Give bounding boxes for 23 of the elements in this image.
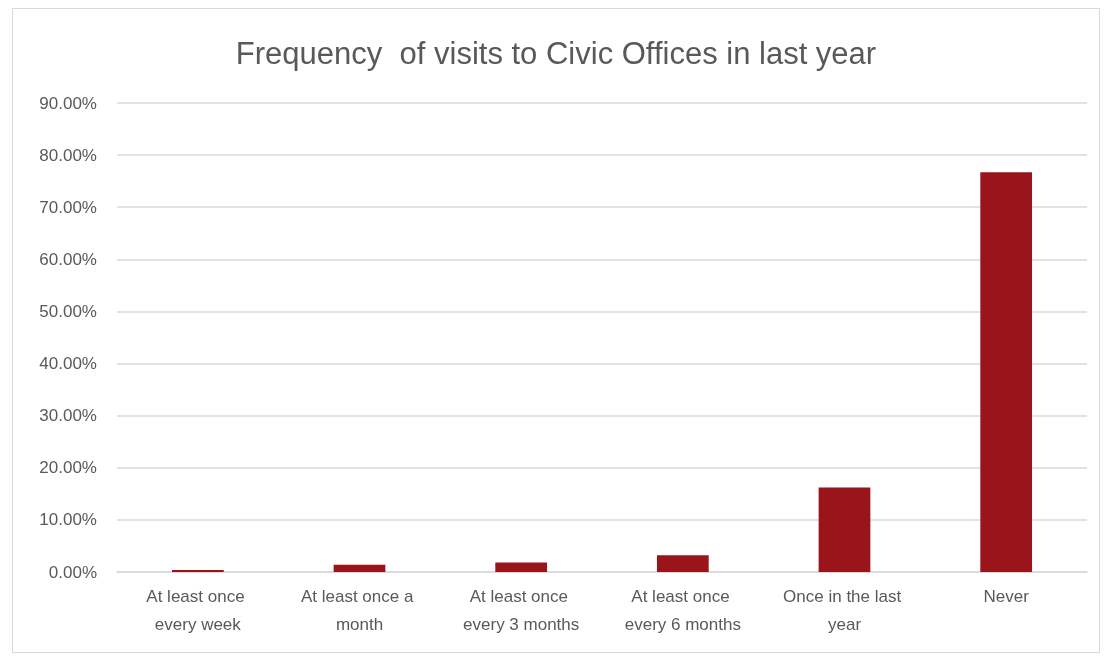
bar [495, 562, 548, 572]
x-tick-label: At least once every 6 months [624, 586, 741, 634]
x-tick-label: At least once every 3 months [463, 586, 580, 634]
y-tick-label: 20.00% [39, 458, 97, 478]
chart-title: Frequency of visits to Civic Offices in last year [235, 36, 877, 71]
bar [656, 555, 709, 572]
y-tick-label: 50.00% [39, 301, 97, 321]
y-tick-label: 10.00% [39, 510, 97, 530]
bar [818, 487, 871, 572]
y-tick-label: 40.00% [39, 354, 97, 374]
y-tick-label: 80.00% [39, 145, 97, 165]
bar [171, 569, 224, 572]
y-tick-label: 70.00% [39, 197, 97, 217]
x-tick-label: At least once a month [300, 586, 419, 634]
x-tick-label: Never [983, 586, 1030, 606]
y-tick-label: 0.00% [48, 562, 97, 582]
y-tick-label: 60.00% [39, 249, 97, 269]
y-tick-label: 30.00% [39, 406, 97, 426]
bar [980, 172, 1033, 572]
y-tick-label: 90.00% [39, 93, 97, 113]
bar [333, 564, 386, 572]
x-tick-label: Once in the last year [783, 586, 906, 634]
x-tick-label: At least once every week [146, 586, 250, 634]
